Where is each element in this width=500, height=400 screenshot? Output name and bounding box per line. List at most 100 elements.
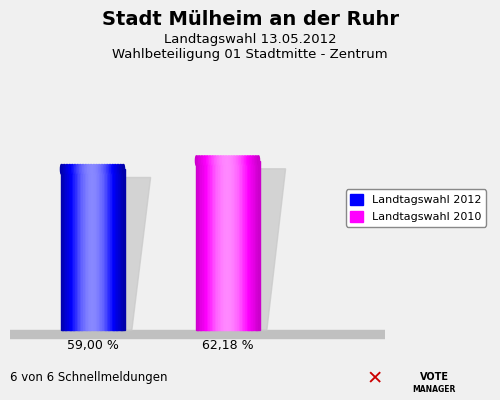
Bar bbox=[258, 160, 260, 330]
Ellipse shape bbox=[89, 164, 91, 174]
Bar bbox=[96, 169, 98, 330]
Ellipse shape bbox=[206, 156, 208, 165]
Ellipse shape bbox=[232, 156, 234, 165]
Ellipse shape bbox=[236, 156, 238, 165]
Ellipse shape bbox=[113, 164, 115, 174]
Text: MANAGER: MANAGER bbox=[412, 385, 456, 394]
Bar bbox=[90, 169, 92, 330]
Polygon shape bbox=[203, 169, 285, 330]
Ellipse shape bbox=[98, 164, 100, 174]
Bar bbox=[64, 169, 66, 330]
Bar bbox=[218, 160, 220, 330]
Ellipse shape bbox=[76, 164, 78, 174]
Bar bbox=[245, 160, 247, 330]
Bar bbox=[94, 169, 96, 330]
Bar bbox=[213, 160, 215, 330]
Bar bbox=[113, 169, 115, 330]
Bar bbox=[83, 169, 85, 330]
Bar bbox=[76, 169, 78, 330]
Bar bbox=[232, 160, 234, 330]
Bar bbox=[70, 169, 72, 330]
Ellipse shape bbox=[214, 156, 216, 165]
Ellipse shape bbox=[229, 156, 231, 165]
Ellipse shape bbox=[198, 156, 200, 165]
Bar bbox=[212, 160, 214, 330]
Text: 6 von 6 Schnellmeldungen: 6 von 6 Schnellmeldungen bbox=[10, 371, 168, 384]
Bar bbox=[196, 160, 198, 330]
Ellipse shape bbox=[116, 164, 118, 174]
Bar bbox=[80, 169, 82, 330]
Bar bbox=[256, 160, 258, 330]
Bar bbox=[105, 169, 107, 330]
Bar bbox=[254, 160, 256, 330]
Ellipse shape bbox=[106, 164, 108, 174]
Bar bbox=[226, 160, 228, 330]
Ellipse shape bbox=[122, 164, 124, 174]
Ellipse shape bbox=[234, 156, 235, 165]
Ellipse shape bbox=[108, 164, 110, 174]
Ellipse shape bbox=[64, 164, 66, 174]
Bar bbox=[200, 160, 202, 330]
Text: VOTE: VOTE bbox=[420, 372, 448, 382]
Ellipse shape bbox=[72, 164, 74, 174]
Ellipse shape bbox=[84, 164, 86, 174]
Bar bbox=[120, 169, 122, 330]
Bar bbox=[248, 160, 250, 330]
Ellipse shape bbox=[92, 164, 94, 174]
Bar bbox=[220, 160, 222, 330]
Ellipse shape bbox=[222, 156, 224, 165]
Bar bbox=[240, 160, 242, 330]
Bar bbox=[98, 169, 99, 330]
Ellipse shape bbox=[226, 156, 228, 165]
Text: Stadt Mülheim an der Ruhr: Stadt Mülheim an der Ruhr bbox=[102, 10, 399, 29]
Bar bbox=[102, 169, 104, 330]
Ellipse shape bbox=[88, 164, 90, 174]
Ellipse shape bbox=[112, 164, 114, 174]
Ellipse shape bbox=[250, 156, 252, 165]
Ellipse shape bbox=[121, 164, 123, 174]
Ellipse shape bbox=[205, 156, 207, 165]
Ellipse shape bbox=[243, 156, 245, 165]
Bar bbox=[116, 169, 118, 330]
Bar bbox=[242, 160, 244, 330]
Polygon shape bbox=[68, 178, 150, 330]
Bar bbox=[222, 160, 224, 330]
Ellipse shape bbox=[62, 164, 64, 174]
Ellipse shape bbox=[65, 164, 67, 174]
Ellipse shape bbox=[251, 156, 253, 165]
Bar bbox=[253, 160, 255, 330]
Ellipse shape bbox=[80, 164, 82, 174]
Bar bbox=[100, 169, 102, 330]
Bar bbox=[82, 169, 84, 330]
Bar bbox=[78, 169, 80, 330]
Bar bbox=[237, 160, 239, 330]
Bar bbox=[250, 160, 252, 330]
Ellipse shape bbox=[245, 156, 247, 165]
Ellipse shape bbox=[210, 156, 212, 165]
Ellipse shape bbox=[218, 156, 220, 165]
Bar bbox=[75, 169, 77, 330]
Ellipse shape bbox=[204, 156, 206, 165]
Bar bbox=[60, 169, 62, 330]
Ellipse shape bbox=[240, 156, 242, 165]
Ellipse shape bbox=[96, 164, 98, 174]
Bar bbox=[238, 160, 240, 330]
Bar bbox=[99, 169, 101, 330]
Ellipse shape bbox=[118, 164, 120, 174]
Ellipse shape bbox=[78, 164, 80, 174]
Bar bbox=[236, 160, 238, 330]
Ellipse shape bbox=[94, 164, 96, 174]
Bar bbox=[210, 160, 212, 330]
Bar bbox=[244, 160, 246, 330]
Ellipse shape bbox=[114, 164, 116, 174]
Ellipse shape bbox=[97, 164, 99, 174]
Ellipse shape bbox=[102, 164, 104, 174]
Ellipse shape bbox=[110, 164, 112, 174]
Ellipse shape bbox=[248, 156, 250, 165]
Bar bbox=[228, 160, 230, 330]
Bar bbox=[199, 160, 201, 330]
Ellipse shape bbox=[90, 164, 92, 174]
Ellipse shape bbox=[254, 156, 256, 165]
Ellipse shape bbox=[212, 156, 214, 165]
Ellipse shape bbox=[86, 164, 88, 174]
